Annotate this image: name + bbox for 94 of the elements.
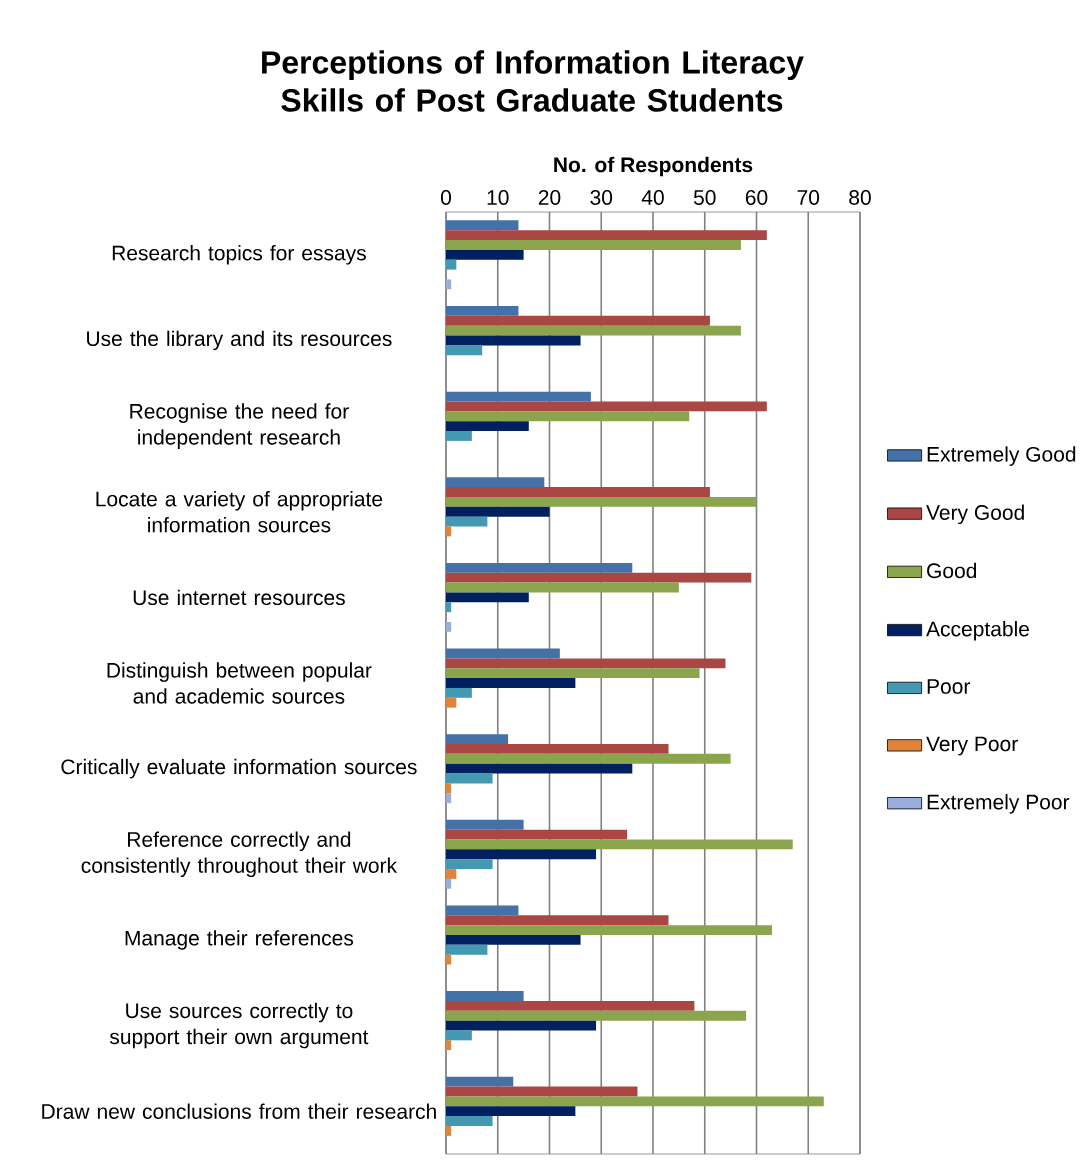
bar xyxy=(446,915,669,926)
legend-label: Very Good xyxy=(926,504,1025,525)
bar xyxy=(446,991,524,1001)
x-tick-label: 30 xyxy=(590,190,613,205)
y-tick-label: Distinguish between popular and academic sources xyxy=(107,662,372,704)
bar xyxy=(446,592,529,603)
bar xyxy=(446,925,773,935)
bar xyxy=(446,697,457,708)
bar xyxy=(446,1125,452,1136)
x-tick-label: 20 xyxy=(539,190,561,205)
y-tick-label: Use the library and its resources xyxy=(87,330,392,351)
bar xyxy=(446,668,700,679)
bar xyxy=(446,279,452,290)
bar xyxy=(446,678,576,688)
bar xyxy=(446,477,545,488)
bar xyxy=(446,335,581,346)
bar xyxy=(446,1010,747,1021)
legend-label: Poor xyxy=(927,679,971,694)
bar xyxy=(446,783,452,794)
y-tick-label: Draw new conclusions from their research xyxy=(42,1103,437,1119)
y-tick-label: Research topics for essays xyxy=(113,245,367,265)
bar xyxy=(446,431,473,441)
bar xyxy=(446,572,752,583)
y-tick-label: Use internet resources xyxy=(133,589,346,606)
bar xyxy=(446,648,561,659)
bar xyxy=(446,259,457,270)
bar xyxy=(446,1116,493,1126)
y-tick-label: Recognise the need for independent research xyxy=(130,403,350,449)
bar xyxy=(446,793,452,804)
legend-label: Acceptable xyxy=(926,620,1030,641)
x-tick-label: 70 xyxy=(797,190,820,205)
bar xyxy=(446,744,669,754)
bar xyxy=(446,516,488,527)
chart-title: Perceptions of Information Literacy Skills of Post Graduate Students xyxy=(262,50,805,112)
x-tick-label: 50 xyxy=(694,190,716,205)
bar xyxy=(446,1076,514,1087)
bar xyxy=(446,869,457,879)
bar xyxy=(446,496,757,507)
bar xyxy=(446,506,550,517)
legend-label: Extremely Good xyxy=(927,446,1076,466)
bar xyxy=(446,1040,452,1051)
bar xyxy=(446,391,592,402)
bar xyxy=(446,819,524,830)
bar xyxy=(446,658,726,669)
bar xyxy=(446,487,711,497)
bar xyxy=(446,878,452,889)
x-tick-label: 60 xyxy=(746,190,768,205)
y-tick-label: Use sources correctly to support their own argument xyxy=(110,1002,369,1049)
bar xyxy=(446,763,633,774)
bar xyxy=(446,954,452,965)
bar xyxy=(446,562,633,573)
bar xyxy=(446,401,768,412)
bar xyxy=(446,829,628,840)
y-tick-label: Manage their references xyxy=(125,930,354,950)
bar xyxy=(446,1030,473,1041)
bar xyxy=(446,753,731,764)
bar xyxy=(446,220,519,231)
bar xyxy=(446,1000,695,1011)
bar xyxy=(446,734,509,745)
bar xyxy=(446,1096,824,1107)
bar xyxy=(446,773,493,784)
bar xyxy=(446,325,742,336)
bar xyxy=(446,305,519,316)
x-tick-label: 10 xyxy=(487,190,509,205)
bar xyxy=(446,602,452,613)
bar xyxy=(446,240,742,250)
bar xyxy=(446,1106,576,1117)
bar xyxy=(446,230,768,241)
bar xyxy=(446,421,529,432)
y-tick-label: Critically evaluate information sources xyxy=(61,758,417,779)
bar xyxy=(446,345,483,356)
bar xyxy=(446,859,493,870)
bar xyxy=(446,944,488,955)
y-tick-label: Locate a variety of appropriate information sources xyxy=(96,491,383,533)
bar xyxy=(446,687,473,698)
bar xyxy=(446,905,519,916)
bar xyxy=(446,1020,597,1031)
legend-label: Very Poor xyxy=(926,736,1019,756)
bar xyxy=(446,621,452,632)
bar xyxy=(446,839,793,850)
bar xyxy=(446,582,680,593)
legend-label: Good xyxy=(927,562,977,579)
x-axis-title: No. of Respondents xyxy=(554,156,753,177)
bar xyxy=(446,411,690,422)
x-tick-label: 80 xyxy=(849,190,872,205)
bar xyxy=(446,935,581,945)
bar xyxy=(446,249,524,260)
x-tick-label: 40 xyxy=(641,190,665,205)
legend-label: Extremely Poor xyxy=(927,794,1070,814)
bar xyxy=(446,315,711,326)
y-tick-label: Reference correctly and consistently throughout their work xyxy=(81,831,398,878)
bar xyxy=(446,1086,638,1097)
bar xyxy=(446,849,597,860)
x-tick-label: 0 xyxy=(441,190,452,205)
